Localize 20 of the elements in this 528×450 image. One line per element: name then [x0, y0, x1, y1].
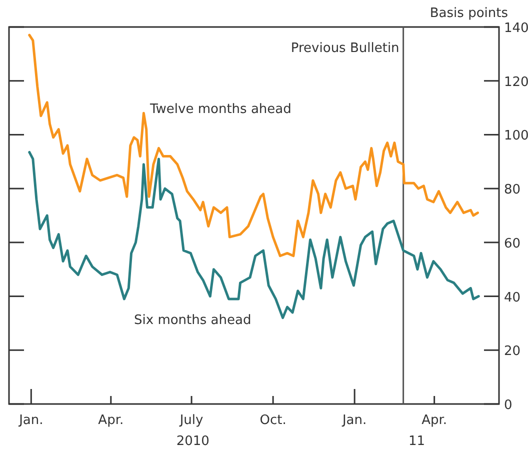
x-tick-label: Apr.	[422, 413, 448, 428]
y-tick-label: 80	[504, 182, 521, 198]
x-tick-label: Jan.	[18, 413, 44, 428]
x-tick-label: Apr.	[98, 413, 124, 428]
ref-line-label: Previous Bulletin	[290, 41, 400, 56]
text: 11	[408, 434, 426, 449]
y-tick-label: 120	[504, 74, 528, 90]
x-tick-label: Jan.	[341, 413, 367, 428]
annotation: Twelve months ahead	[149, 102, 292, 117]
y-axis-title: Basis points	[430, 6, 508, 21]
y-tick-label: 140	[504, 21, 528, 36]
y-tick-label: 60	[504, 236, 521, 252]
y-tick-label: 40	[504, 290, 521, 306]
y-tick-label: 0	[504, 398, 512, 413]
x-tick-label: Oct.	[260, 413, 286, 428]
text: 2010	[176, 434, 210, 449]
y-tick-label: 20	[504, 344, 521, 360]
annotation: Six months ahead	[134, 313, 252, 328]
x-tick-label: July	[178, 413, 204, 428]
y-tick-label: 100	[504, 128, 528, 144]
